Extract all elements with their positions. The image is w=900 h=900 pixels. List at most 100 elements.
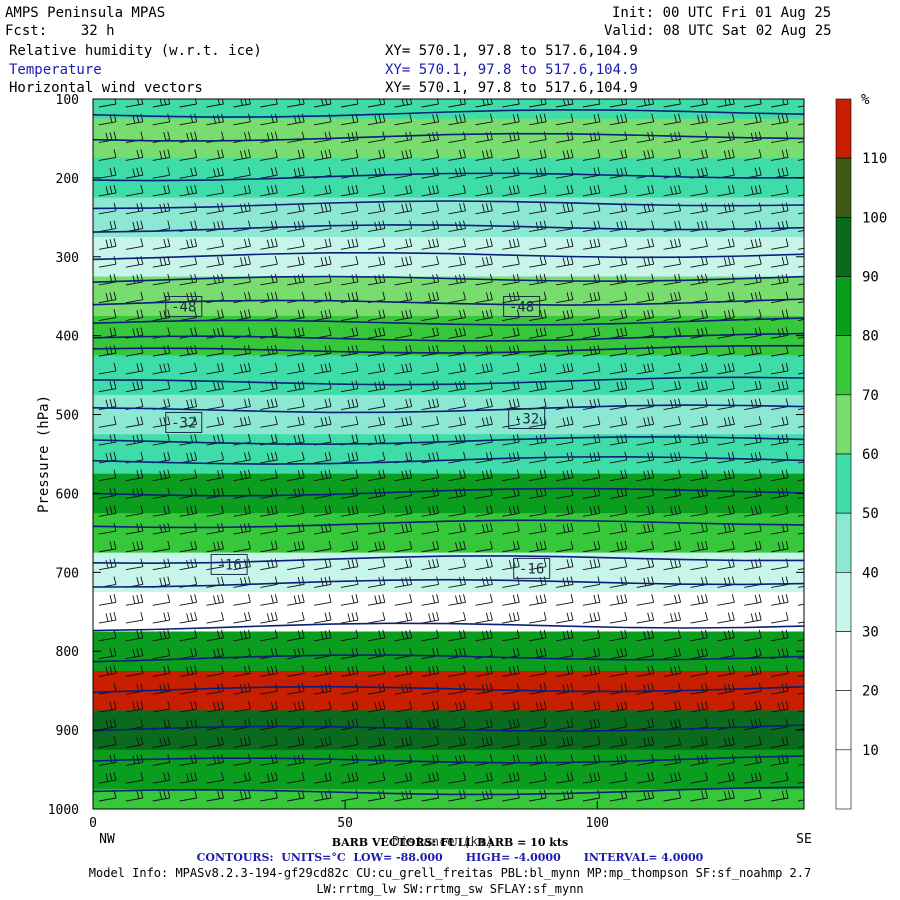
wind-barb: [152, 167, 171, 179]
wind-barb: [98, 718, 117, 731]
wind-barb: [609, 99, 628, 108]
wind-barb: [206, 167, 224, 179]
wind-barb: [582, 327, 601, 339]
wind-barb: [448, 629, 466, 642]
wind-barb: [206, 789, 224, 802]
contour-label-box: [165, 411, 203, 433]
wind-barb: [421, 772, 440, 784]
wind-barb: [555, 718, 574, 731]
wind-barb: [717, 522, 735, 535]
wind-barb: [98, 167, 117, 179]
contour-label: -48: [171, 299, 196, 315]
x-tick-label: 100: [586, 816, 609, 831]
rh-band: [93, 631, 804, 672]
wind-barb: [98, 665, 117, 677]
wind-barb: [555, 202, 574, 215]
wind-barb: [367, 611, 386, 624]
wind-barb: [529, 594, 547, 606]
contour-units: UNITS=°C: [281, 851, 346, 864]
wind-barb: [582, 611, 601, 624]
wind-barb: [448, 167, 466, 179]
wind-barb: [394, 594, 413, 606]
wind-barb: [582, 647, 601, 660]
colorbar-label: 60: [862, 447, 879, 463]
wind-barb: [313, 540, 332, 553]
wind-barb: [555, 345, 574, 357]
wind-barb: [502, 256, 520, 268]
wind-barb: [421, 505, 440, 517]
forecast-label: Fcst: 32 h: [5, 22, 115, 40]
wind-barb: [797, 461, 804, 464]
wind-barb: [502, 184, 520, 197]
wind-barb: [98, 345, 117, 357]
wind-barb: [340, 772, 359, 784]
wind-barb: [663, 184, 682, 197]
isotherm-line: [93, 654, 804, 663]
wind-barb: [206, 184, 224, 197]
wind-barb: [287, 594, 305, 606]
wind-barb: [797, 141, 804, 144]
colorbar-swatch: [835, 157, 852, 218]
wind-barb: [797, 230, 804, 233]
wind-barb: [502, 718, 520, 731]
colorbar-swatch: [835, 631, 852, 691]
wind-barb: [287, 505, 305, 517]
wind-barb: [152, 700, 171, 713]
wind-barb: [744, 736, 762, 749]
wind-barb: [690, 238, 708, 250]
wind-barb: [529, 629, 547, 642]
wind-barb: [636, 149, 655, 161]
wind-barb: [367, 629, 386, 642]
wind-barb: [475, 629, 493, 642]
wind-barb: [555, 113, 574, 126]
wind-barb: [475, 184, 493, 197]
wind-barb: [609, 469, 628, 482]
x-tick-label: 0: [89, 816, 97, 831]
wind-barb: [367, 184, 386, 197]
wind-barb: [125, 629, 144, 642]
field-name-rh: Relative humidity (w.r.t. ice): [9, 43, 262, 59]
wind-barb: [287, 540, 305, 553]
wind-barb: [260, 256, 278, 268]
wind-barb: [421, 736, 440, 749]
wind-barb: [582, 291, 601, 304]
wind-barb: [340, 594, 359, 606]
wind-barb: [125, 380, 144, 393]
wind-barb: [206, 238, 224, 250]
wind-barb: [636, 736, 655, 749]
wind-barb: [797, 603, 804, 606]
wind-barb: [475, 522, 493, 535]
wind-barb: [663, 433, 682, 446]
wind-barb: [744, 505, 762, 517]
y-tick-label: 300: [56, 251, 79, 266]
wind-barb: [582, 540, 601, 553]
colorbar-label: 100: [862, 210, 887, 226]
wind-barb: [367, 398, 386, 410]
wind-barb: [260, 469, 278, 482]
contour-label: -16: [519, 561, 544, 577]
wind-barb: [98, 540, 117, 553]
wind-barb: [394, 522, 413, 535]
wind-barb: [797, 781, 804, 784]
wind-barb: [690, 149, 708, 161]
wind-barb: [260, 558, 278, 571]
wind-barb: [771, 540, 789, 553]
wind-barb: [394, 113, 413, 126]
wind-barb: [313, 647, 332, 660]
wind-barb: [125, 149, 144, 161]
wind-barb: [313, 273, 332, 286]
wind-barb: [555, 700, 574, 713]
wind-barb: [555, 380, 574, 393]
wind-barb: [663, 647, 682, 660]
wind-barb: [663, 202, 682, 215]
wind-barb: [475, 238, 493, 250]
wind-barb: [797, 390, 804, 393]
wind-barb: [233, 772, 251, 784]
wind-barb: [475, 220, 493, 233]
wind-barb: [475, 291, 493, 304]
wind-barb: [636, 416, 655, 428]
wind-barb: [609, 380, 628, 393]
y-tick-label: 500: [56, 409, 79, 424]
wind-barb: [475, 113, 493, 126]
wind-barb: [421, 611, 440, 624]
